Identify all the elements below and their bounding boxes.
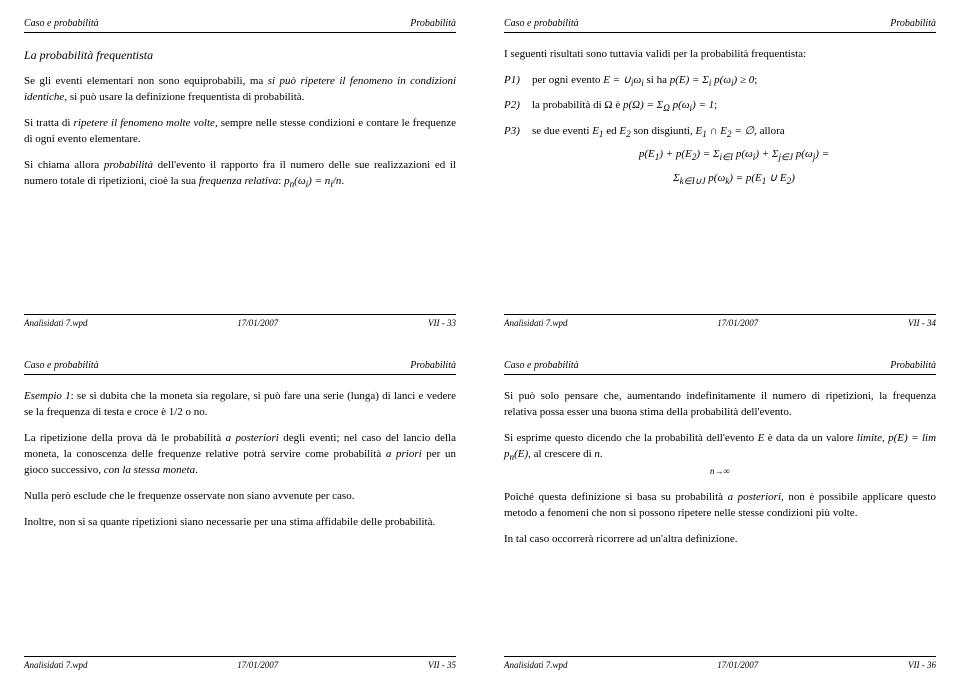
para-2: La ripetizione della prova dà le probabi… <box>24 431 456 479</box>
header-right: Probabilità <box>890 360 936 371</box>
header: Caso e probabilità Probabilità <box>504 18 936 33</box>
footer-left: Analisidati 7.wpd <box>504 318 568 328</box>
footer-page: VII - 36 <box>908 660 936 670</box>
footer: Analisidati 7.wpd 17/01/2007 VII - 34 <box>504 314 936 328</box>
para-3: Poiché questa definizione si basa su pro… <box>504 490 936 522</box>
header: Caso e probabilità Probabilità <box>24 18 456 33</box>
slide-36: Caso e probabilità Probabilità Si può so… <box>480 342 960 684</box>
slide-33: Caso e probabilità Probabilità La probab… <box>0 0 480 342</box>
p2-row: P2) la probabilità di Ω è p(Ω) = ΣΩ p(ωi… <box>504 98 936 115</box>
slide-34: Caso e probabilità Probabilità I seguent… <box>480 0 960 342</box>
content: Esempio 1: se si dubita che la moneta si… <box>24 389 456 648</box>
footer-center: 17/01/2007 <box>717 660 758 670</box>
eq-2: Σk∈I∪J p(ωk) = p(E1 ∪ E2) <box>532 171 936 188</box>
slide-grid: Caso e probabilità Probabilità La probab… <box>0 0 960 684</box>
footer-page: VII - 35 <box>428 660 456 670</box>
para-1: Si può solo pensare che, aumentando inde… <box>504 389 936 421</box>
para-4: In tal caso occorrerà ricorrere ad un'al… <box>504 532 936 548</box>
header-right: Probabilità <box>410 360 456 371</box>
slide-35: Caso e probabilità Probabilità Esempio 1… <box>0 342 480 684</box>
para-1: Esempio 1: se si dubita che la moneta si… <box>24 389 456 421</box>
footer: Analisidati 7.wpd 17/01/2007 VII - 36 <box>504 656 936 670</box>
p1-row: P1) per ogni evento E = ∪iωi si ha p(E) … <box>504 73 936 90</box>
p2-label: P2) <box>504 98 532 115</box>
p3-row: P3) se due eventi E1 ed E2 son disgiunti… <box>504 124 936 194</box>
footer-center: 17/01/2007 <box>237 318 278 328</box>
header-right: Probabilità <box>410 18 456 29</box>
para-4: Inoltre, non si sa quante ripetizioni si… <box>24 515 456 531</box>
footer-left: Analisidati 7.wpd <box>24 660 88 670</box>
footer-page: VII - 33 <box>428 318 456 328</box>
para-2: Si tratta di ripetere il fenomeno molte … <box>24 116 456 148</box>
content: I seguenti risultati sono tuttavia valid… <box>504 47 936 306</box>
footer-page: VII - 34 <box>908 318 936 328</box>
para-2: Si esprime questo dicendo che la probabi… <box>504 431 936 480</box>
p3-text: se due eventi E1 ed E2 son disgiunti, E1… <box>532 124 936 194</box>
footer: Analisidati 7.wpd 17/01/2007 VII - 35 <box>24 656 456 670</box>
para-1: Se gli eventi elementari non sono equipr… <box>24 74 456 106</box>
content: La probabilità frequentista Se gli event… <box>24 47 456 306</box>
header-left: Caso e probabilità <box>24 18 99 29</box>
header-right: Probabilità <box>890 18 936 29</box>
p3-label: P3) <box>504 124 532 194</box>
header: Caso e probabilità Probabilità <box>24 360 456 375</box>
intro: I seguenti risultati sono tuttavia valid… <box>504 47 936 63</box>
p1-text: per ogni evento E = ∪iωi si ha p(E) = Σi… <box>532 73 936 90</box>
content: Si può solo pensare che, aumentando inde… <box>504 389 936 648</box>
footer-center: 17/01/2007 <box>717 318 758 328</box>
eq-1: p(E1) + p(E2) = Σi∈I p(ωi) + Σj∈J p(ωj) … <box>532 147 936 164</box>
footer: Analisidati 7.wpd 17/01/2007 VII - 33 <box>24 314 456 328</box>
para-3: Si chiama allora probabilità dell'evento… <box>24 158 456 191</box>
p2-text: la probabilità di Ω è p(Ω) = ΣΩ p(ωi) = … <box>532 98 936 115</box>
header-left: Caso e probabilità <box>504 18 579 29</box>
slide-title: La probabilità frequentista <box>24 47 456 64</box>
header-left: Caso e probabilità <box>504 360 579 371</box>
footer-left: Analisidati 7.wpd <box>24 318 88 328</box>
limit-sub: n→∞ <box>504 465 936 478</box>
header-left: Caso e probabilità <box>24 360 99 371</box>
header: Caso e probabilità Probabilità <box>504 360 936 375</box>
p1-label: P1) <box>504 73 532 90</box>
para-3: Nulla però esclude che le frequenze osse… <box>24 489 456 505</box>
footer-center: 17/01/2007 <box>237 660 278 670</box>
footer-left: Analisidati 7.wpd <box>504 660 568 670</box>
